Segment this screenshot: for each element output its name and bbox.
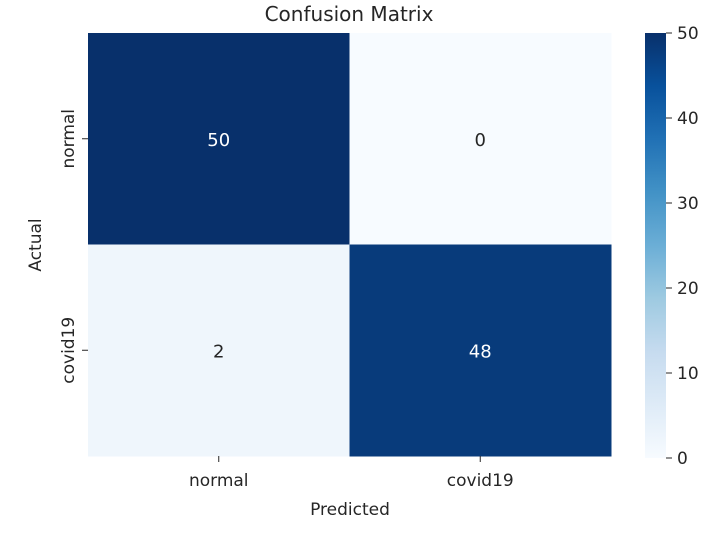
y-axis-ticks: normal covid19	[59, 109, 88, 384]
heatmap-cell	[88, 244, 350, 457]
colorbar-tick-label: 20	[677, 279, 699, 299]
chart-title: Confusion Matrix	[265, 2, 434, 26]
x-tick-label: covid19	[447, 471, 514, 491]
cell-annotations: 50 0 2 48	[207, 130, 491, 363]
colorbar-tick-label: 40	[677, 109, 699, 129]
heatmap-cell	[349, 244, 612, 457]
x-axis-label: Predicted	[310, 500, 390, 520]
y-tick-label: covid19	[59, 317, 79, 384]
colorbar	[645, 33, 666, 458]
heatmap-cell	[349, 33, 612, 245]
colorbar-tick-label: 50	[677, 24, 699, 44]
cell-annotation: 50	[207, 130, 230, 151]
heatmap-cell	[88, 33, 350, 245]
heatmap-cells	[88, 33, 612, 457]
cell-annotation: 48	[469, 341, 492, 362]
x-axis-ticks: normal covid19	[189, 456, 514, 491]
y-axis-label: Actual	[26, 218, 46, 271]
colorbar-tick-label: 10	[677, 364, 699, 384]
cell-annotation: 2	[213, 341, 224, 362]
y-tick-label: normal	[59, 109, 79, 169]
x-tick-label: normal	[189, 471, 249, 491]
cell-annotation: 0	[475, 130, 486, 151]
colorbar-ticks: 0 10 20 30 40 50	[666, 24, 699, 469]
colorbar-tick-label: 0	[677, 449, 688, 469]
colorbar-tick-label: 30	[677, 194, 699, 214]
